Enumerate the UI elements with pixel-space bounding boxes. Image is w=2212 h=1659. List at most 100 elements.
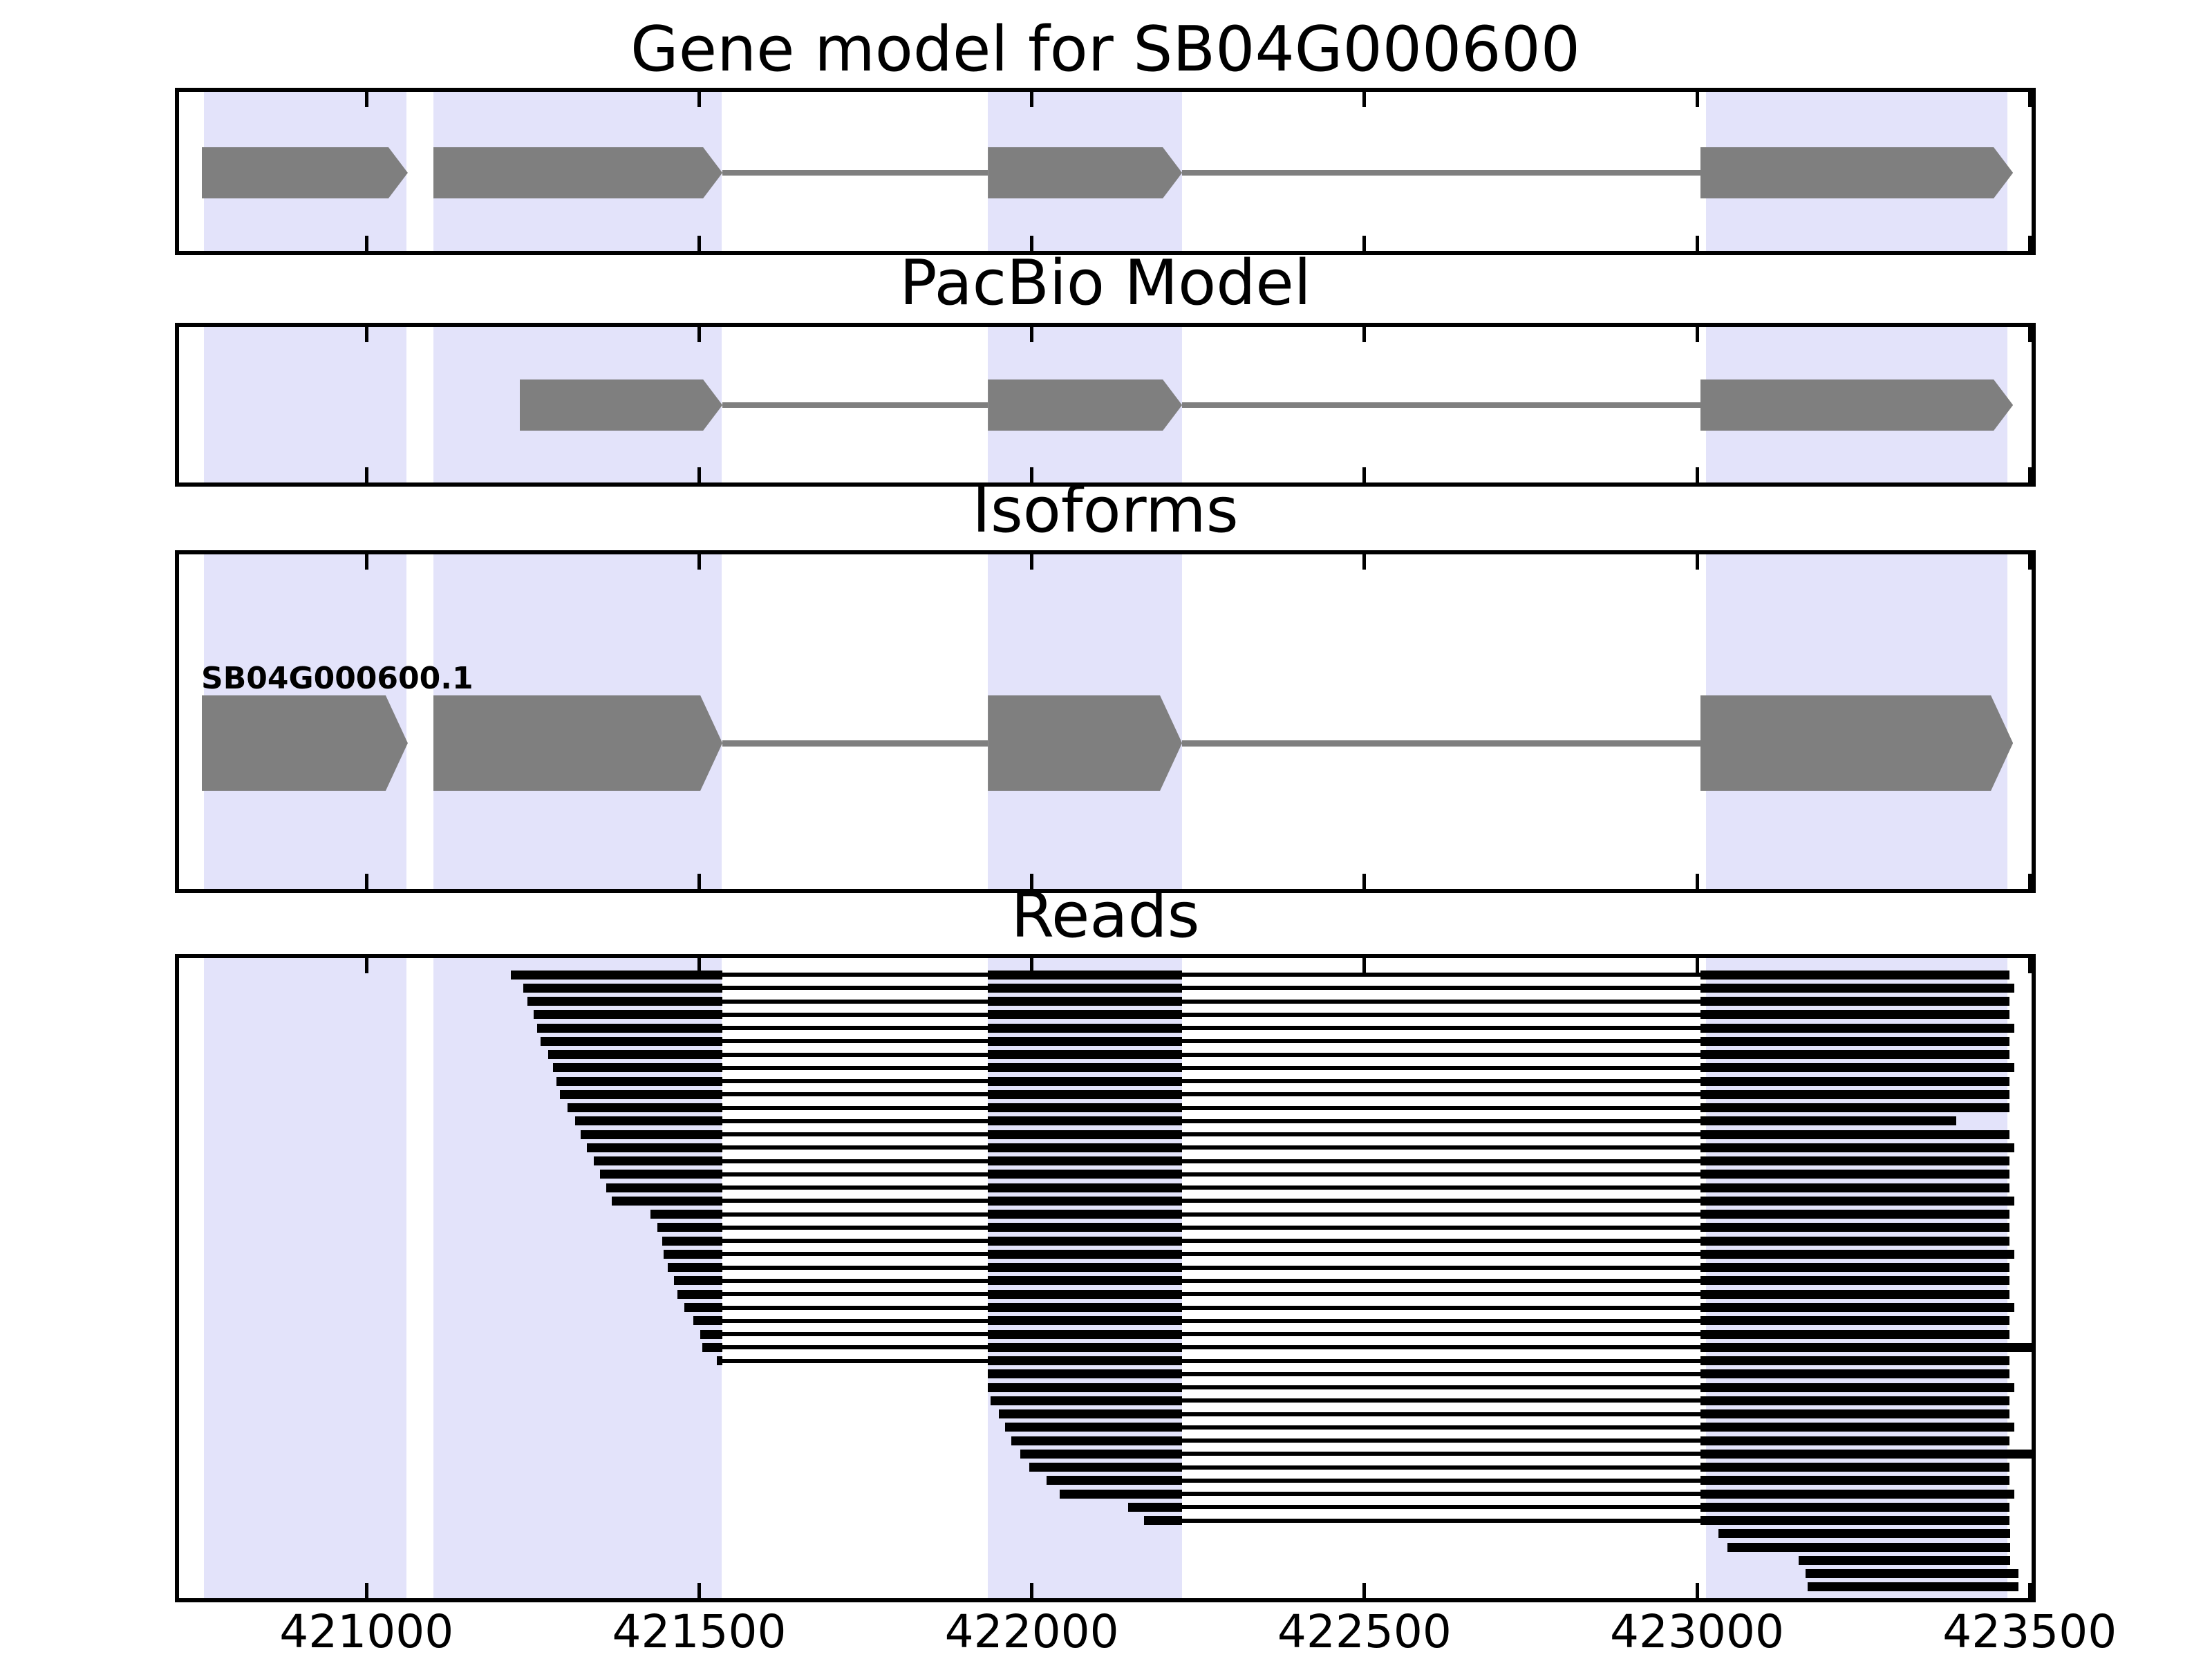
x-axis-tick-mark [697, 958, 701, 973]
read-gap-line [511, 973, 2010, 977]
exon-arrow [202, 695, 408, 791]
x-axis-tick-mark [1030, 327, 1034, 342]
read-aligned-bar [988, 1063, 1183, 1073]
read-gap-line [586, 1145, 2015, 1150]
read-aligned-bar [988, 1342, 1183, 1352]
read-gap-line [1005, 1425, 2015, 1430]
x-axis-tick-mark [364, 92, 368, 107]
read-aligned-bar [988, 1329, 1183, 1339]
read-aligned-bar [581, 1130, 723, 1139]
x-tick-label: 421500 [612, 1605, 787, 1658]
read-aligned-bar [988, 1369, 1183, 1379]
x-tick-label: 423500 [1942, 1605, 2117, 1658]
title-pacbio-model: PacBio Model [899, 247, 1311, 319]
x-axis-tick-mark [697, 554, 701, 570]
title-isoforms: Isoforms [972, 474, 1239, 547]
read-aligned-bar [1805, 1569, 2018, 1579]
read-aligned-bar [988, 1223, 1183, 1232]
read-gap-line [1011, 1438, 2010, 1443]
x-axis-tick-mark [2027, 92, 2032, 107]
intron-line [722, 740, 988, 747]
read-aligned-bar [1700, 1449, 2033, 1459]
read-gap-line [664, 1252, 2015, 1257]
read-aligned-bar [567, 1103, 723, 1113]
read-aligned-bar [988, 1382, 1183, 1392]
x-axis-tick-mark [1030, 958, 1034, 973]
x-axis-tick-mark [1362, 554, 1367, 570]
title-gene-model: Gene model for SB04G000600 [630, 13, 1581, 86]
read-aligned-bar [684, 1303, 723, 1312]
read-gap-line [700, 1332, 2010, 1337]
read-aligned-bar [1700, 1316, 2010, 1326]
x-axis-tick-mark [1695, 554, 1699, 570]
read-aligned-bar [1700, 1396, 2010, 1405]
read-gap-line [1046, 1478, 2010, 1483]
read-aligned-bar [1700, 1036, 2010, 1046]
x-axis-tick-mark [1695, 874, 1699, 889]
read-aligned-bar [1144, 1516, 1183, 1526]
exon-arrow [520, 379, 723, 431]
read-aligned-bar [594, 1156, 723, 1166]
read-gap-line [606, 1185, 2010, 1190]
read-aligned-bar [673, 1276, 723, 1286]
read-gap-line [536, 1026, 2015, 1031]
read-aligned-bar [1700, 1329, 2010, 1339]
exon-arrow [433, 147, 723, 198]
read-aligned-bar [988, 1183, 1183, 1192]
read-aligned-bar [988, 1036, 1183, 1046]
x-axis-tick-mark [1362, 958, 1367, 973]
read-gap-line [657, 1225, 2010, 1230]
read-aligned-bar [1700, 1050, 2010, 1060]
read-aligned-bar [1700, 1103, 2010, 1113]
read-aligned-bar [662, 1236, 723, 1246]
read-gap-line [702, 1345, 2033, 1350]
read-aligned-bar [600, 1170, 723, 1179]
x-axis-tick-mark [1030, 1583, 1034, 1598]
read-gap-line [673, 1278, 2010, 1283]
x-axis-tick-mark [1030, 467, 1034, 482]
read-aligned-bar [988, 1143, 1183, 1152]
read-aligned-bar [657, 1223, 723, 1232]
read-aligned-bar [988, 1236, 1183, 1246]
exon-highlight-band [204, 958, 406, 1598]
x-axis-tick-mark [1362, 1583, 1367, 1598]
read-aligned-bar [988, 1116, 1183, 1126]
intron-line [722, 170, 988, 176]
read-aligned-bar [1700, 1210, 2010, 1219]
x-axis-tick-mark [697, 236, 701, 251]
read-aligned-bar [1807, 1582, 2018, 1592]
read-aligned-bar [533, 1010, 723, 1020]
read-aligned-bar [1700, 1489, 2015, 1499]
exon-arrow [988, 379, 1182, 431]
read-aligned-bar [1700, 1076, 2010, 1086]
x-axis-tick-mark [697, 1583, 701, 1598]
read-aligned-bar [1700, 1130, 2010, 1139]
read-aligned-bar [1700, 1463, 2010, 1472]
x-axis-tick-mark [2027, 554, 2032, 570]
read-gap-line [567, 1105, 2010, 1110]
read-aligned-bar [988, 1156, 1183, 1166]
read-aligned-bar [988, 1010, 1183, 1020]
title-reads: Reads [1011, 879, 1200, 952]
read-aligned-bar [1700, 1183, 2010, 1192]
read-aligned-bar [700, 1329, 723, 1339]
read-gap-line [988, 1385, 2015, 1390]
read-gap-line [612, 1199, 2015, 1203]
read-gap-line [548, 1052, 2010, 1057]
x-tick-label: 422500 [1277, 1605, 1452, 1658]
read-aligned-bar [702, 1342, 723, 1352]
read-aligned-bar [664, 1249, 723, 1259]
x-axis-tick-mark [364, 554, 368, 570]
read-aligned-bar [677, 1289, 723, 1299]
read-aligned-bar [988, 983, 1183, 993]
read-gap-line [1060, 1492, 2015, 1497]
x-axis-tick-mark [1362, 467, 1367, 482]
read-aligned-bar [1700, 1263, 2010, 1273]
read-gap-line [988, 1371, 2010, 1376]
exon-highlight-band [204, 327, 406, 482]
read-gap-line [556, 1079, 2010, 1084]
read-aligned-bar [988, 1210, 1183, 1219]
read-aligned-bar [988, 1289, 1183, 1299]
read-gap-line [684, 1305, 2015, 1310]
